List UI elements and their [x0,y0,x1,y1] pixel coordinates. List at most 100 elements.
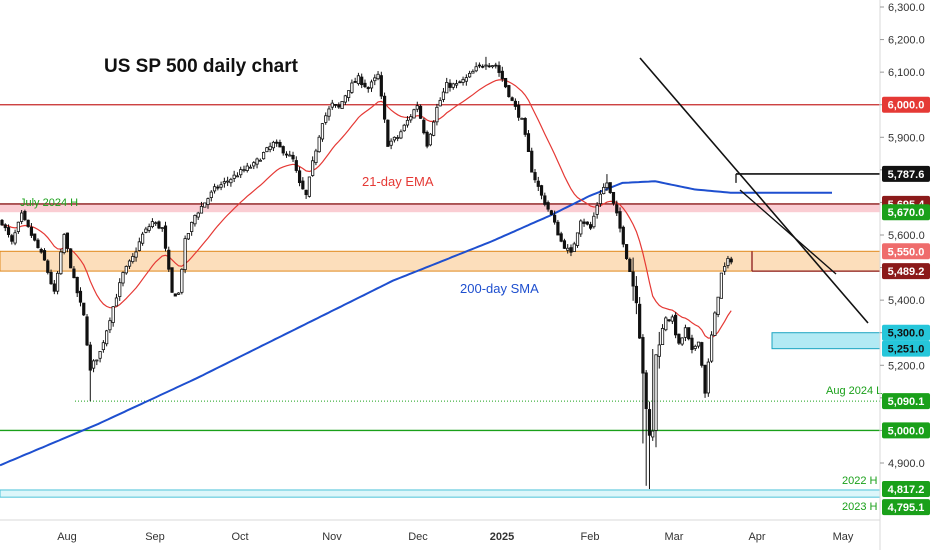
candle-body-up [232,174,236,179]
candle [441,87,446,103]
candle-body-up [98,351,102,359]
candle-body-up [111,306,115,323]
candle [216,184,220,191]
candle [556,219,560,236]
candle [206,197,210,209]
candle [248,164,253,169]
candle [399,129,403,140]
candle [26,219,30,228]
candle-body-up [389,140,393,146]
price-tag-box [882,422,930,439]
candle [245,162,249,173]
candle-body-up [670,316,674,322]
candle [261,151,266,160]
candle [487,62,491,68]
candle [340,101,344,109]
candle-body-down [510,97,514,101]
candle [644,370,648,486]
candle [134,247,138,262]
candle [709,331,714,363]
candle [88,341,92,402]
candle [167,246,171,272]
trendline-upper [639,57,869,324]
candle [451,82,455,90]
candle-body-down [500,70,504,80]
candle [654,354,658,448]
candle-body-down [363,82,367,88]
candle [6,224,11,238]
candle-body-up [474,66,478,72]
candle-body-up [723,266,727,272]
candle [373,74,377,86]
candle [16,221,20,234]
candle-body-down [6,227,11,235]
candle-body-down [582,221,586,224]
candle-body-up [441,91,446,100]
candle [42,248,47,261]
candle [543,192,547,207]
candle [402,123,406,132]
candle [477,62,482,69]
candle [137,237,141,252]
candle [513,98,517,110]
candle-body-up [108,320,112,331]
candle-body-up [118,282,122,297]
candle-body-down [3,224,7,229]
candle-body-down [85,316,89,346]
candle-body-down [294,160,298,171]
candle [719,272,724,299]
candle [170,267,174,293]
price-tag-label: 5,090.1 [888,396,925,408]
price-tick-label: 5,400.0 [888,295,925,307]
candle-body-up [520,117,524,120]
candle [523,117,527,137]
candle [13,229,17,246]
candle [602,183,606,195]
candle-body-down [647,409,652,436]
candle [23,209,27,222]
candle-body-up [454,83,459,86]
candle-body-down [690,337,694,350]
candle-body-down [556,221,560,236]
candle-body-down [703,364,707,394]
candle-body-up [566,247,570,251]
candle-body-up [20,212,24,222]
candle-body-down [569,247,573,253]
candle-body-up [271,141,276,149]
price-tag-label: 6,000.0 [888,100,925,112]
candle [510,96,514,102]
candle-body-down [297,170,302,184]
candle [638,297,642,339]
candle [598,189,603,207]
candle-body-up [468,72,472,78]
price-tag: 5,300.0 [882,324,930,341]
candle [114,293,119,307]
candle [131,253,135,264]
candle [108,317,112,334]
price-tag-box [882,165,930,182]
candle-body-down [631,271,635,287]
candle-body-down [674,314,678,336]
candle-body-up [219,184,223,188]
candle [582,218,586,227]
candle-body-up [438,100,442,107]
candle [268,142,272,153]
candle [392,136,397,143]
candle [173,293,177,297]
candle-body-up [696,341,701,347]
candle-body-down [23,210,27,220]
candle [490,65,495,69]
candle-body-down [677,333,681,344]
candle [356,72,361,86]
candle [95,359,99,366]
candle-body-up [258,159,262,162]
candle [494,62,498,69]
candle-body-down [88,344,92,371]
candle [618,207,622,233]
candle [481,64,485,69]
candle [69,248,73,269]
candle-body-up [327,108,331,117]
candle [386,119,390,147]
candle-body-up [356,75,361,85]
price-tag: 5,090.1 [882,393,930,410]
